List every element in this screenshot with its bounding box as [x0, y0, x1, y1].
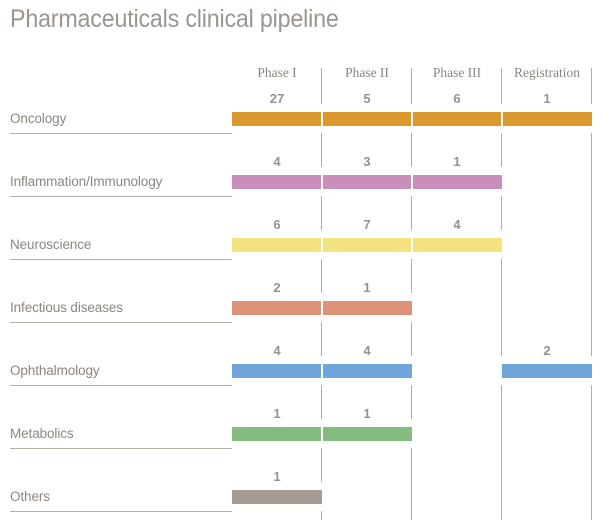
bar-segment-infectious-diseases-phase-i: [232, 301, 321, 315]
bar-segment-inflammation-immunology-phase-i: [232, 175, 321, 189]
phase-count-neuroscience-phase-iii: 4: [453, 217, 461, 232]
row-underline-inflammation-immunology: [10, 196, 232, 197]
bar-segment-ophthalmology-phase-i: [232, 364, 321, 378]
grid-line-col-2-seg-2: [411, 196, 412, 230]
grid-line-col-4-seg-1: [591, 133, 592, 356]
phase-count-oncology-phase-i: 27: [269, 91, 285, 106]
bar-segment-neuroscience-phase-iii: [413, 238, 502, 252]
bar-segment-ophthalmology-phase-ii: [323, 364, 412, 378]
phase-count-ophthalmology-registration: 2: [543, 343, 551, 358]
bar-segment-others-phase-i: [232, 490, 322, 504]
row-label-metabolics: Metabolics: [10, 426, 74, 441]
page-title: Pharmaceuticals clinical pipeline: [10, 5, 339, 33]
grid-line-col-1-seg-1: [321, 133, 322, 167]
bar-segment-oncology-phase-i: [232, 112, 321, 126]
grid-line-col-3-seg-3: [501, 259, 502, 356]
bar-segment-neuroscience-phase-ii: [323, 238, 411, 252]
grid-line-col-1-seg-5: [321, 385, 322, 419]
bar-segment-metabolics-phase-ii: [323, 427, 412, 441]
grid-line-col-1-seg-7: [321, 511, 322, 520]
phase-count-neuroscience-phase-ii: 7: [363, 217, 371, 232]
grid-line-col-2-seg-0: [411, 68, 412, 104]
phase-count-metabolics-phase-i: 1: [273, 406, 281, 421]
bar-segment-ophthalmology-registration: [502, 364, 592, 378]
grid-line-col-2-seg-3: [411, 259, 412, 293]
grid-line-col-3-seg-0: [501, 68, 502, 104]
phase-header-phase-ii: Phase II: [345, 65, 389, 80]
grid-line-col-2-seg-4: [411, 322, 412, 356]
grid-line-col-2-seg-1: [411, 133, 412, 167]
row-label-ophthalmology: Ophthalmology: [10, 363, 100, 378]
grid-line-col-1-seg-4: [321, 322, 322, 356]
bar-segment-oncology-phase-ii: [323, 112, 411, 126]
bar-segment-inflammation-immunology-phase-iii: [413, 175, 502, 189]
row-underline-ophthalmology: [10, 385, 232, 386]
grid-line-col-1-seg-0: [321, 68, 322, 104]
phase-count-neuroscience-phase-i: 6: [273, 217, 281, 232]
grid-line-col-4-seg-2: [591, 385, 592, 520]
phase-count-metabolics-phase-ii: 1: [363, 406, 371, 421]
grid-line-col-3-seg-1: [501, 133, 502, 167]
grid-line-col-1-seg-2: [321, 196, 322, 230]
phase-count-inflammation-immunology-phase-i: 4: [273, 154, 281, 169]
phase-count-infectious-diseases-phase-i: 2: [273, 280, 281, 295]
grid-line-col-1-seg-6: [321, 448, 322, 482]
phase-count-inflammation-immunology-phase-ii: 3: [363, 154, 371, 169]
phase-count-oncology-phase-iii: 6: [453, 91, 461, 106]
phase-header-registration: Registration: [514, 65, 580, 80]
row-underline-infectious-diseases: [10, 322, 232, 323]
phase-count-ophthalmology-phase-i: 4: [273, 343, 281, 358]
grid-line-col-3-seg-2: [501, 196, 502, 230]
grid-line-col-3-seg-4: [501, 385, 502, 520]
row-label-infectious-diseases: Infectious diseases: [10, 300, 123, 315]
phase-count-infectious-diseases-phase-ii: 1: [363, 280, 371, 295]
phase-header-phase-i: Phase I: [257, 65, 297, 80]
phase-count-oncology-phase-ii: 5: [363, 91, 371, 106]
bar-segment-inflammation-immunology-phase-ii: [323, 175, 411, 189]
grid-line-col-2-seg-5: [411, 385, 412, 419]
bar-segment-oncology-registration: [503, 112, 592, 126]
row-label-others: Others: [10, 489, 50, 504]
row-underline-others: [10, 511, 232, 512]
bar-segment-oncology-phase-iii: [413, 112, 501, 126]
row-label-neuroscience: Neuroscience: [10, 237, 92, 252]
bar-segment-infectious-diseases-phase-ii: [323, 301, 412, 315]
row-label-inflammation-immunology: Inflammation/Immunology: [10, 174, 163, 189]
row-underline-neuroscience: [10, 259, 232, 260]
grid-line-col-4-seg-0: [591, 68, 592, 104]
phase-count-oncology-registration: 1: [543, 91, 551, 106]
row-underline-oncology: [10, 133, 232, 134]
grid-line-col-2-seg-6: [411, 448, 412, 520]
phase-header-phase-iii: Phase III: [432, 65, 482, 80]
row-label-oncology: Oncology: [10, 111, 67, 126]
row-underline-metabolics: [10, 448, 232, 449]
phase-count-ophthalmology-phase-ii: 4: [363, 343, 371, 358]
phase-count-others-phase-i: 1: [273, 469, 281, 484]
bar-segment-metabolics-phase-i: [232, 427, 321, 441]
bar-segment-neuroscience-phase-i: [232, 238, 321, 252]
grid-line-col-1-seg-3: [321, 259, 322, 293]
phase-count-inflammation-immunology-phase-iii: 1: [453, 154, 461, 169]
